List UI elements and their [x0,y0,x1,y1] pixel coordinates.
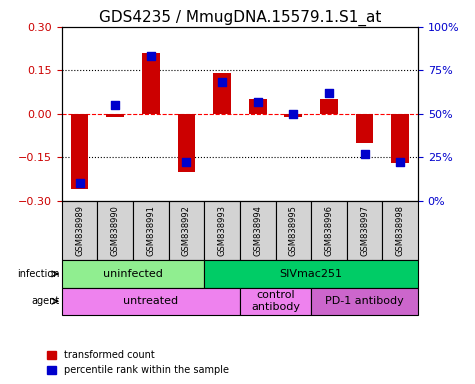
Text: PD-1 antibody: PD-1 antibody [325,296,404,306]
Bar [391,114,409,163]
Text: uninfected: uninfected [103,269,163,279]
Point [396,159,404,166]
Text: control
antibody: control antibody [251,290,300,312]
FancyBboxPatch shape [62,288,240,315]
FancyBboxPatch shape [62,260,204,288]
Text: GSM838990: GSM838990 [111,205,120,256]
Text: GSM838998: GSM838998 [396,205,405,256]
FancyBboxPatch shape [240,288,311,315]
FancyBboxPatch shape [169,201,204,260]
Point [218,79,226,86]
FancyBboxPatch shape [382,201,418,260]
Text: GSM838996: GSM838996 [324,205,333,256]
Text: infection: infection [18,269,60,279]
Point [361,151,369,157]
Point [289,111,297,117]
FancyBboxPatch shape [311,201,347,260]
FancyBboxPatch shape [204,260,418,288]
Text: GSM838995: GSM838995 [289,205,298,256]
Text: GSM838994: GSM838994 [253,205,262,256]
Text: GSM838997: GSM838997 [360,205,369,256]
Bar [142,53,160,114]
Point [111,102,119,108]
Text: GSM838991: GSM838991 [146,205,155,256]
FancyBboxPatch shape [133,201,169,260]
Text: GSM838993: GSM838993 [218,205,227,256]
Point [182,159,190,166]
Text: untreated: untreated [123,296,179,306]
FancyBboxPatch shape [240,201,276,260]
Text: agent: agent [32,296,60,306]
Bar [320,99,338,114]
Title: GDS4235 / MmugDNA.15579.1.S1_at: GDS4235 / MmugDNA.15579.1.S1_at [99,9,381,25]
FancyBboxPatch shape [204,201,240,260]
FancyBboxPatch shape [347,201,382,260]
Text: GSM838989: GSM838989 [75,205,84,256]
Point [76,180,84,186]
FancyBboxPatch shape [62,201,97,260]
Legend: transformed count, percentile rank within the sample: transformed count, percentile rank withi… [43,346,233,379]
Text: SIVmac251: SIVmac251 [280,269,342,279]
Bar [356,114,373,143]
FancyBboxPatch shape [276,201,311,260]
Point [147,53,155,60]
Point [325,90,332,96]
FancyBboxPatch shape [97,201,133,260]
Bar [178,114,195,172]
Bar [71,114,88,189]
Text: GSM838992: GSM838992 [182,205,191,256]
Point [254,99,261,105]
Bar [249,99,266,114]
Bar [106,114,124,117]
Bar [285,114,302,117]
Bar [213,73,231,114]
FancyBboxPatch shape [311,288,418,315]
